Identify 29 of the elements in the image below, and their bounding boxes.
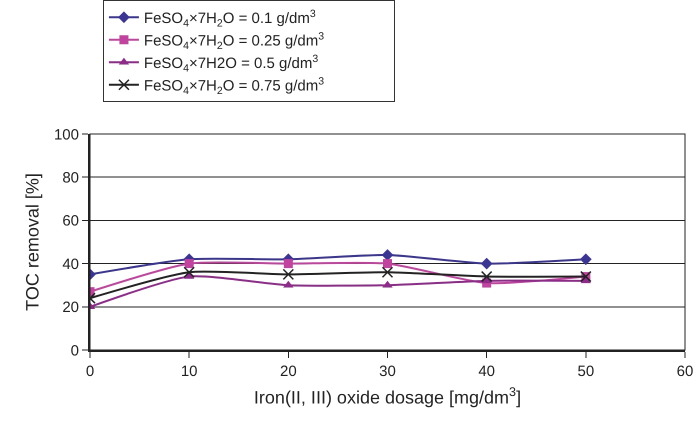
point — [184, 259, 194, 268]
point — [480, 270, 492, 282]
x-tick-label: 40 — [478, 363, 496, 380]
point — [382, 266, 394, 278]
y-tick-label: 40 — [62, 256, 79, 273]
legend-label: FeSO$_{4}$×7H2O = 0.5 g/dm$^{3}$ — [144, 52, 318, 74]
x-tick-label: 0 — [86, 363, 94, 380]
legend-label: FeSO$_{4}$×7H$_{2}$O = 0.25 g/dm$^{3}$ — [144, 30, 324, 52]
point — [382, 249, 394, 261]
y-tick-label: 100 — [54, 126, 79, 144]
x-tick-label: 30 — [379, 363, 396, 380]
y-tick-label: 60 — [62, 212, 79, 230]
y-tick-label: 20 — [62, 299, 79, 316]
legend-label: FeSO$_{4}$×7H$_{2}$O = 0.1 g/dm$^{3}$ — [144, 8, 316, 30]
y-tick-label: 80 — [62, 169, 79, 186]
y-axis-title: TOC removal [%] — [22, 173, 43, 311]
x-axis-title: Iron(II, III) oxide dosage [mg/dm$^{3}$] — [254, 385, 522, 408]
point — [383, 259, 392, 268]
x-tick-label: 10 — [180, 363, 198, 380]
x-tick-label: 60 — [676, 363, 694, 380]
x-tick-label: 50 — [577, 363, 594, 380]
point — [183, 266, 195, 278]
point — [480, 258, 493, 270]
point — [580, 253, 592, 266]
x-tick-label: 20 — [280, 363, 297, 380]
point — [284, 259, 293, 268]
y-tick-label: 0 — [70, 342, 79, 360]
point — [282, 268, 294, 280]
legend-label: FeSO$_{4}$×7H$_{2}$O = 0.75 g/dm$^{3}$ — [144, 75, 324, 97]
